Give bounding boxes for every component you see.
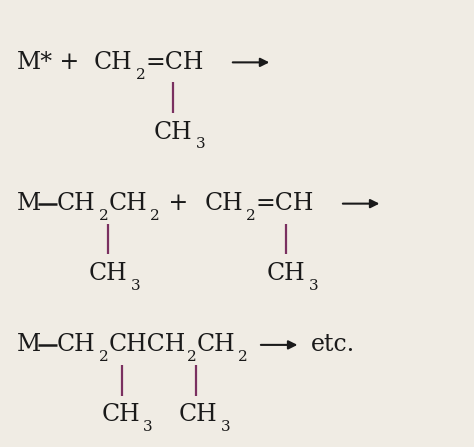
Text: CH: CH (178, 403, 217, 426)
Text: 2: 2 (150, 209, 160, 223)
Text: 2: 2 (99, 209, 109, 223)
Text: 2: 2 (99, 350, 109, 364)
Text: M*: M* (17, 51, 53, 74)
Text: CH: CH (57, 192, 95, 215)
Text: 2: 2 (137, 68, 146, 82)
Text: CH: CH (94, 51, 133, 74)
Text: M: M (17, 333, 41, 356)
Text: 3: 3 (131, 279, 141, 293)
Text: 2: 2 (238, 350, 248, 364)
Text: 3: 3 (143, 420, 153, 434)
Text: M: M (17, 192, 41, 215)
Text: CH: CH (57, 333, 95, 356)
Text: etc.: etc. (311, 333, 356, 356)
Text: CH: CH (204, 192, 243, 215)
Text: 3: 3 (309, 279, 319, 293)
Text: CH: CH (196, 333, 235, 356)
Text: 2: 2 (187, 350, 197, 364)
Text: 2: 2 (246, 209, 256, 223)
Text: +: + (161, 192, 196, 215)
Text: CH: CH (101, 403, 140, 426)
Text: CH: CH (108, 192, 147, 215)
Text: CH: CH (89, 262, 128, 285)
Text: =CH: =CH (256, 192, 314, 215)
Text: 3: 3 (196, 138, 205, 152)
Text: =CH: =CH (146, 51, 204, 74)
Text: CH: CH (266, 262, 305, 285)
Text: CHCH: CHCH (108, 333, 185, 356)
Text: CH: CH (154, 121, 192, 143)
Text: +: + (52, 51, 87, 74)
Text: 3: 3 (220, 420, 230, 434)
